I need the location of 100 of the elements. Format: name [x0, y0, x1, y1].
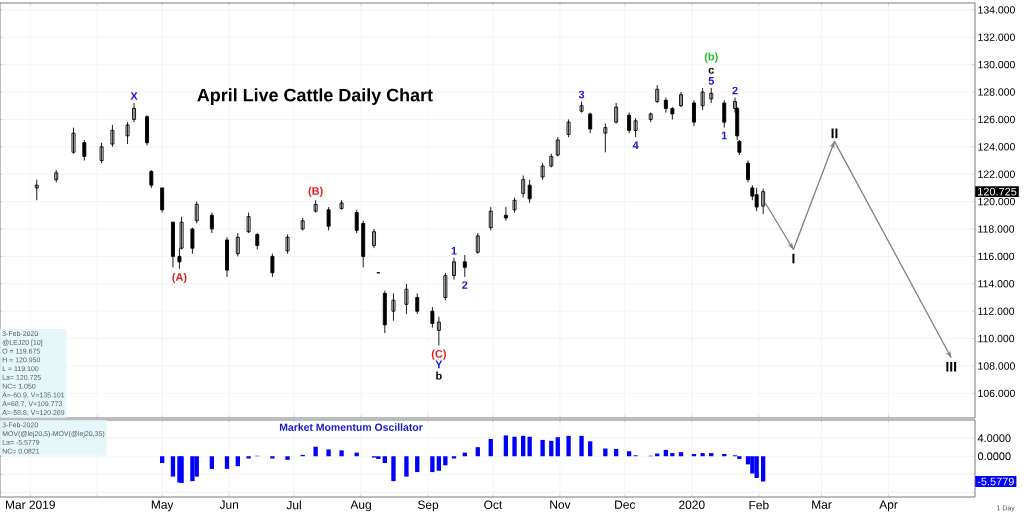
candlestick [709, 87, 714, 104]
bar [209, 456, 215, 469]
candlestick [300, 217, 305, 231]
x-tick-label: Jul [286, 500, 301, 510]
candlestick [339, 199, 344, 211]
bar [503, 435, 509, 457]
candlestick [194, 201, 199, 224]
annotation: 5 [708, 77, 714, 85]
bar [159, 456, 165, 464]
bar [224, 456, 230, 469]
candlestick [655, 84, 660, 104]
candlestick [761, 188, 766, 215]
candlestick [313, 199, 318, 213]
bar [246, 456, 251, 459]
candlestick [246, 212, 251, 234]
bar [270, 456, 275, 459]
bar [339, 450, 344, 457]
candlestick [190, 227, 195, 255]
bar [555, 437, 560, 457]
candlestick [614, 102, 619, 124]
annotation: (C) [431, 349, 446, 360]
bar [613, 448, 619, 457]
candlestick [754, 187, 759, 212]
annotation: b [436, 371, 442, 380]
chart-title: Market Momentum Oscillator [279, 423, 423, 431]
bar [488, 439, 493, 457]
y-tick-label: 106.000 [978, 389, 1015, 398]
candlestick [71, 127, 76, 155]
bar [451, 456, 457, 459]
bar [313, 446, 318, 457]
candlestick [633, 117, 638, 138]
candlestick [391, 292, 396, 322]
bar [700, 453, 705, 457]
y-tick-label: 4.0000 [977, 434, 1011, 442]
candlestick [540, 162, 545, 181]
y-tick-label: 120.000 [978, 197, 1015, 206]
candlestick [603, 123, 608, 153]
x-tick-label: Nov [550, 500, 571, 509]
bar [415, 456, 420, 473]
candlestick [670, 106, 675, 120]
x-tick-label: Sep [417, 500, 439, 512]
candlestick [579, 101, 584, 114]
candlestick [700, 87, 705, 111]
bar [760, 456, 766, 482]
y-tick-label: 116.000 [978, 252, 1015, 261]
candlestick [488, 206, 493, 231]
candlestick [354, 209, 359, 234]
bar [626, 451, 632, 457]
bar [754, 456, 759, 478]
bar [190, 456, 195, 482]
bar [540, 439, 545, 457]
candlestick [125, 121, 130, 145]
annotation: (A) [172, 272, 187, 284]
annotation: (B) [308, 186, 323, 198]
candlestick [521, 175, 526, 198]
candlestick [170, 221, 175, 268]
candlestick [722, 99, 727, 129]
x-tick-label: Mar [812, 500, 832, 509]
y-tick-label: 132.000 [978, 33, 1015, 41]
y-tick-label: 128.000 [978, 88, 1015, 96]
bar [737, 456, 742, 459]
candlestick [627, 112, 632, 134]
y-tick-label: 112.000 [978, 307, 1015, 315]
y-tick-label: 126.000 [978, 115, 1015, 124]
annotation: 1 [451, 247, 457, 255]
candlestick [648, 112, 653, 123]
annotation: 1 [721, 131, 727, 140]
bar [404, 456, 409, 477]
candlestick [443, 272, 448, 301]
bar [588, 441, 593, 457]
candlestick [82, 139, 87, 161]
text: April Live Cattle Daily Chart [197, 88, 433, 105]
candlestick [527, 179, 532, 204]
annotation: I [792, 253, 795, 264]
candlestick [549, 153, 554, 168]
y-tick-label: 108.000 [978, 362, 1015, 370]
y-tick-label: 114.000 [978, 280, 1015, 288]
annotation: 2 [462, 281, 468, 289]
bar [750, 456, 755, 474]
annotation: c [708, 67, 714, 74]
x-tick-label: Mar 2019 [6, 500, 55, 509]
x-tick-label: Jun [219, 500, 239, 509]
candlestick [209, 212, 214, 234]
bar [391, 456, 396, 482]
text: -5.5779 [977, 477, 1014, 486]
text: 120.725 [978, 187, 1017, 196]
y-tick-label: 0.0000 [977, 452, 1011, 461]
bar [376, 456, 381, 459]
candlestick [415, 292, 420, 315]
candlestick [663, 97, 668, 114]
candlestick [679, 91, 683, 108]
x-tick-label: Dec [615, 500, 636, 509]
candlestick [475, 232, 480, 255]
bar [285, 456, 290, 460]
annotation: 4 [632, 141, 639, 149]
candlestick [462, 254, 467, 278]
annotation: X [130, 92, 138, 100]
candlestick [566, 118, 571, 138]
bar [527, 436, 532, 457]
x-tick-label: Apr [879, 500, 898, 512]
